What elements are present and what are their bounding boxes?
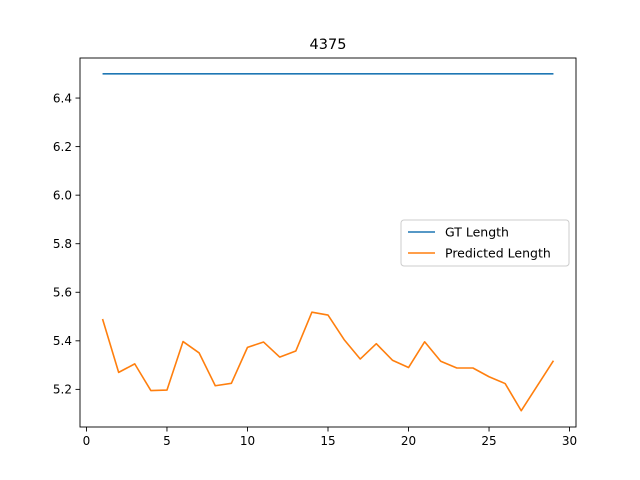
y-tick-label: 6.0 — [53, 188, 72, 202]
y-tick-label: 5.4 — [53, 334, 72, 348]
legend-box — [400, 219, 570, 267]
legend-label-1: GT Length — [445, 225, 509, 240]
y-tick-label: 6.4 — [53, 91, 72, 105]
legend-label-2: Predicted Length — [445, 246, 551, 261]
x-tick-label: 10 — [240, 434, 255, 448]
series-layer — [101, 72, 555, 412]
x-tick-label: 5 — [163, 434, 171, 448]
x-tick-label: 0 — [83, 434, 91, 448]
y-tick-label: 5.8 — [53, 237, 72, 251]
x-axis: 0 5 10 15 20 25 30 — [83, 427, 577, 448]
x-tick-label: 15 — [320, 434, 335, 448]
chart-title: 4375 — [310, 37, 347, 53]
series-line-2 — [101, 311, 555, 412]
x-tick-label: 20 — [401, 434, 416, 448]
y-axis: 5.2 5.4 5.6 5.8 6.0 6.2 6.4 — [53, 91, 80, 397]
x-tick-label: 30 — [562, 434, 577, 448]
y-tick-label: 6.2 — [53, 140, 72, 154]
legend: GT Length Predicted Length — [400, 219, 570, 267]
y-tick-label: 5.6 — [53, 286, 72, 300]
x-tick-label: 25 — [481, 434, 496, 448]
y-tick-label: 5.2 — [53, 383, 72, 397]
